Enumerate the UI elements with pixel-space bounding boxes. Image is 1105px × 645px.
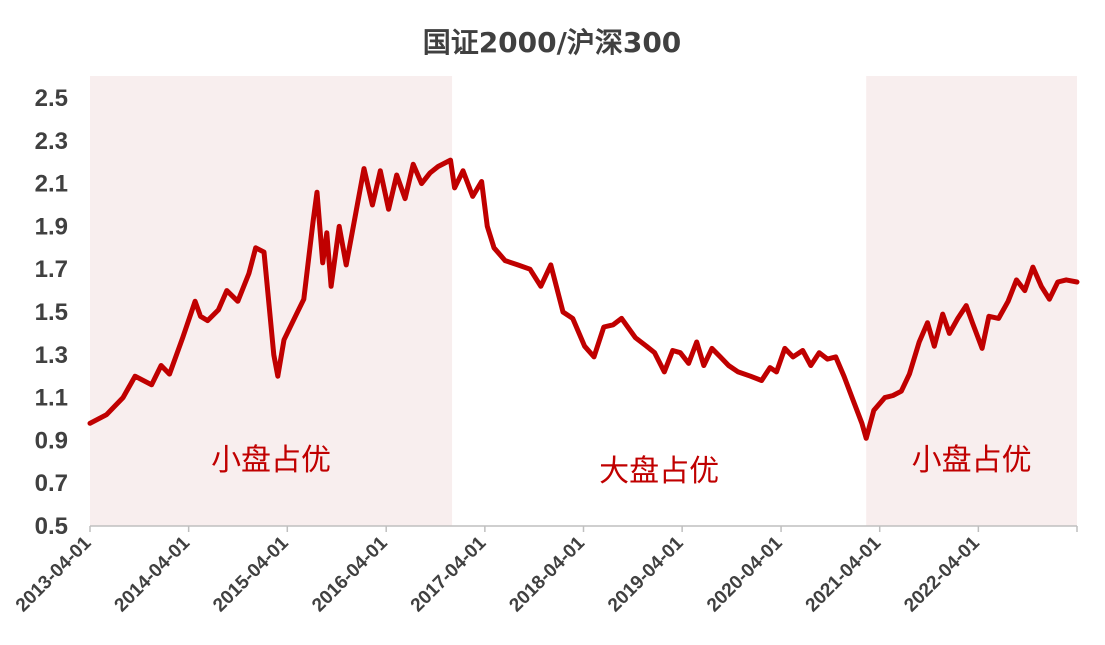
- x-tick-label: 2014-04-01: [111, 532, 195, 616]
- y-tick-label: 1.3: [35, 342, 68, 369]
- y-tick-label: 2.3: [35, 128, 68, 155]
- y-tick-label: 0.5: [35, 513, 68, 540]
- x-tick-label: 2015-04-01: [209, 532, 293, 616]
- y-tick-label: 2.5: [35, 85, 68, 112]
- region-bands: [90, 76, 1077, 526]
- region-label-1: 大盘占优: [599, 454, 719, 489]
- chart-title: 国证2000/沪深300: [423, 26, 682, 59]
- y-tick-label: 0.9: [35, 427, 68, 454]
- y-tick-label: 1.5: [35, 299, 68, 326]
- region-band-2: [866, 76, 1077, 526]
- x-tick-label: 2016-04-01: [308, 532, 392, 616]
- region-band-1: [452, 76, 867, 526]
- y-tick-label: 1.7: [35, 256, 68, 283]
- x-tick-label: 2021-04-01: [802, 532, 886, 616]
- x-tick-label: 2013-04-01: [12, 532, 96, 616]
- region-label-2: 小盘占优: [912, 443, 1032, 478]
- series-layer: [87, 157, 1080, 441]
- x-tick-label: 2017-04-01: [407, 532, 491, 616]
- region-labels: 小盘占优 大盘占优 小盘占优: [211, 443, 1032, 489]
- x-tick-label: 2018-04-01: [505, 532, 589, 616]
- y-tick-label: 1.1: [35, 385, 68, 412]
- y-tick-label: 2.1: [35, 171, 68, 198]
- x-tick-label: 2019-04-01: [604, 532, 688, 616]
- x-tick-label: 2020-04-01: [703, 532, 787, 616]
- y-tick-label: 1.9: [35, 213, 68, 240]
- x-tick-label: 2022-04-01: [900, 532, 984, 616]
- y-tick-label: 0.7: [35, 470, 68, 497]
- series-line-0: [87, 157, 1080, 441]
- region-label-0: 小盘占优: [211, 443, 331, 478]
